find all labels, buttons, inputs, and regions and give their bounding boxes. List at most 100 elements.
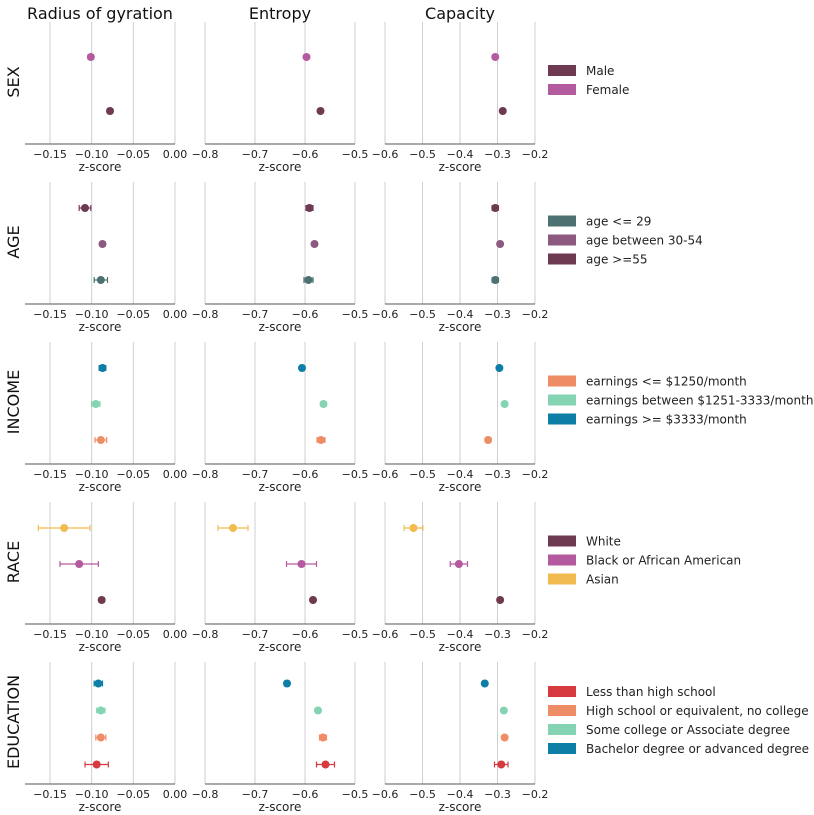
x-tick-label: −0.6 bbox=[372, 468, 399, 481]
point-less-than-high-school bbox=[497, 760, 506, 769]
legend-label-earnings-between-1251-3333-month: earnings between $1251-3333/month bbox=[586, 394, 813, 408]
x-tick-label: −0.2 bbox=[522, 148, 549, 161]
point-high-school-or-equivalent-no-college bbox=[500, 733, 509, 742]
point-female bbox=[491, 53, 500, 61]
x-tick-label: −0.2 bbox=[522, 308, 549, 321]
x-tick-label: −0.5 bbox=[342, 148, 369, 161]
x-tick-label: −0.2 bbox=[522, 788, 549, 801]
legend-label-asian: Asian bbox=[586, 573, 619, 587]
x-tick-label: −0.8 bbox=[192, 788, 219, 801]
point-age-55 bbox=[305, 204, 314, 212]
x-tick-label: −0.15 bbox=[33, 788, 67, 801]
legend-swatch-earnings-1250-month bbox=[548, 375, 576, 387]
point-male bbox=[316, 107, 325, 115]
point-black-or-african-american bbox=[75, 560, 84, 568]
x-tick-label: −0.6 bbox=[292, 468, 319, 481]
x-tick-label: −0.5 bbox=[409, 628, 436, 641]
x-axis-label: z-score bbox=[439, 640, 482, 654]
x-tick-label: 0.00 bbox=[163, 628, 188, 641]
point-white bbox=[496, 596, 505, 604]
legend-swatch-earnings-between-1251-3333-month bbox=[548, 394, 576, 406]
legend-label-bachelor-degree-or-advanced-degree: Bachelor degree or advanced degree bbox=[586, 742, 809, 756]
x-tick-label: −0.15 bbox=[33, 468, 67, 481]
point-earnings-1250-month bbox=[317, 436, 325, 444]
point-age-between-30-54 bbox=[496, 240, 505, 248]
x-tick-label: −0.6 bbox=[292, 148, 319, 161]
column-title-capacity: Capacity bbox=[425, 4, 495, 23]
x-tick-label: 0.00 bbox=[163, 308, 188, 321]
column-title-radius: Radius of gyration bbox=[27, 4, 173, 23]
legend-label-earnings-3333-month: earnings >= $3333/month bbox=[586, 413, 747, 427]
point-earnings-between-1251-3333-month bbox=[319, 400, 328, 408]
point-black-or-african-american bbox=[454, 560, 463, 568]
row-title-age: AGE bbox=[4, 225, 23, 258]
x-tick-label: −0.4 bbox=[447, 468, 474, 481]
x-tick-label: −0.5 bbox=[342, 788, 369, 801]
x-tick-label: 0.00 bbox=[163, 148, 188, 161]
x-tick-label: −0.4 bbox=[447, 628, 474, 641]
x-tick-label: −0.7 bbox=[242, 308, 269, 321]
x-axis-label: z-score bbox=[259, 160, 302, 174]
legend-label-age-29: age <= 29 bbox=[586, 215, 651, 229]
x-tick-label: −0.5 bbox=[409, 788, 436, 801]
point-some-college-or-associate-degree bbox=[499, 706, 508, 715]
point-some-college-or-associate-degree bbox=[96, 706, 105, 715]
x-axis-label: z-score bbox=[259, 640, 302, 654]
legend-swatch-age-29 bbox=[548, 215, 576, 227]
point-age-29 bbox=[491, 276, 500, 284]
row-title-income: INCOME bbox=[4, 370, 23, 434]
x-axis-label: z-score bbox=[439, 800, 482, 814]
point-age-55 bbox=[81, 204, 89, 212]
point-male bbox=[106, 107, 114, 115]
x-axis-label: z-score bbox=[439, 320, 482, 334]
x-tick-label: −0.8 bbox=[192, 628, 219, 641]
point-female bbox=[302, 53, 311, 61]
column-title-entropy: Entropy bbox=[249, 4, 311, 23]
legend-label-white: White bbox=[586, 535, 621, 549]
x-tick-label: −0.8 bbox=[192, 468, 219, 481]
legend-swatch-female bbox=[548, 84, 576, 95]
legend-label-high-school-or-equivalent-no-college: High school or equivalent, no college bbox=[586, 704, 809, 718]
point-asian bbox=[60, 524, 69, 532]
legend-swatch-high-school-or-equivalent-no-college bbox=[548, 705, 576, 716]
x-tick-label: −0.4 bbox=[447, 788, 474, 801]
point-earnings-1250-month bbox=[484, 436, 493, 444]
legend-swatch-some-college-or-associate-degree bbox=[548, 724, 576, 735]
x-tick-label: −0.5 bbox=[342, 628, 369, 641]
x-tick-label: −0.05 bbox=[116, 468, 150, 481]
x-tick-label: −0.3 bbox=[484, 628, 511, 641]
x-tick-label: −0.8 bbox=[192, 308, 219, 321]
point-less-than-high-school bbox=[92, 760, 101, 769]
x-tick-label: −0.05 bbox=[116, 148, 150, 161]
point-male bbox=[498, 107, 507, 115]
point-earnings-3333-month bbox=[495, 364, 504, 372]
legend-label-some-college-or-associate-degree: Some college or Associate degree bbox=[586, 723, 790, 737]
legend-label-age-between-30-54: age between 30-54 bbox=[586, 234, 703, 248]
x-tick-label: 0.00 bbox=[163, 468, 188, 481]
x-tick-label: −0.5 bbox=[342, 468, 369, 481]
legend-swatch-male bbox=[548, 65, 576, 76]
point-age-between-30-54 bbox=[310, 240, 319, 248]
legend-swatch-earnings-3333-month bbox=[548, 413, 576, 425]
x-tick-label: −0.6 bbox=[372, 628, 399, 641]
x-tick-label: 0.00 bbox=[163, 788, 188, 801]
point-earnings-between-1251-3333-month bbox=[91, 400, 100, 408]
x-tick-label: −0.3 bbox=[484, 308, 511, 321]
point-less-than-high-school bbox=[321, 760, 330, 769]
point-earnings-1250-month bbox=[96, 436, 105, 444]
x-tick-label: −0.5 bbox=[409, 468, 436, 481]
legend-swatch-age-between-30-54 bbox=[548, 234, 576, 246]
x-tick-label: −0.2 bbox=[522, 628, 549, 641]
legend-label-less-than-high-school: Less than high school bbox=[586, 685, 716, 699]
x-tick-label: −0.6 bbox=[372, 788, 399, 801]
point-age-55 bbox=[491, 204, 500, 212]
x-tick-label: −0.05 bbox=[116, 628, 150, 641]
legend-label-male: Male bbox=[586, 64, 614, 78]
x-tick-label: −0.3 bbox=[484, 788, 511, 801]
x-axis-label: z-score bbox=[79, 320, 122, 334]
x-tick-label: −0.7 bbox=[242, 148, 269, 161]
row-title-sex: SEX bbox=[4, 66, 23, 97]
row-title-education: EDUCATION bbox=[4, 675, 23, 769]
legend-swatch-bachelor-degree-or-advanced-degree bbox=[548, 743, 576, 754]
